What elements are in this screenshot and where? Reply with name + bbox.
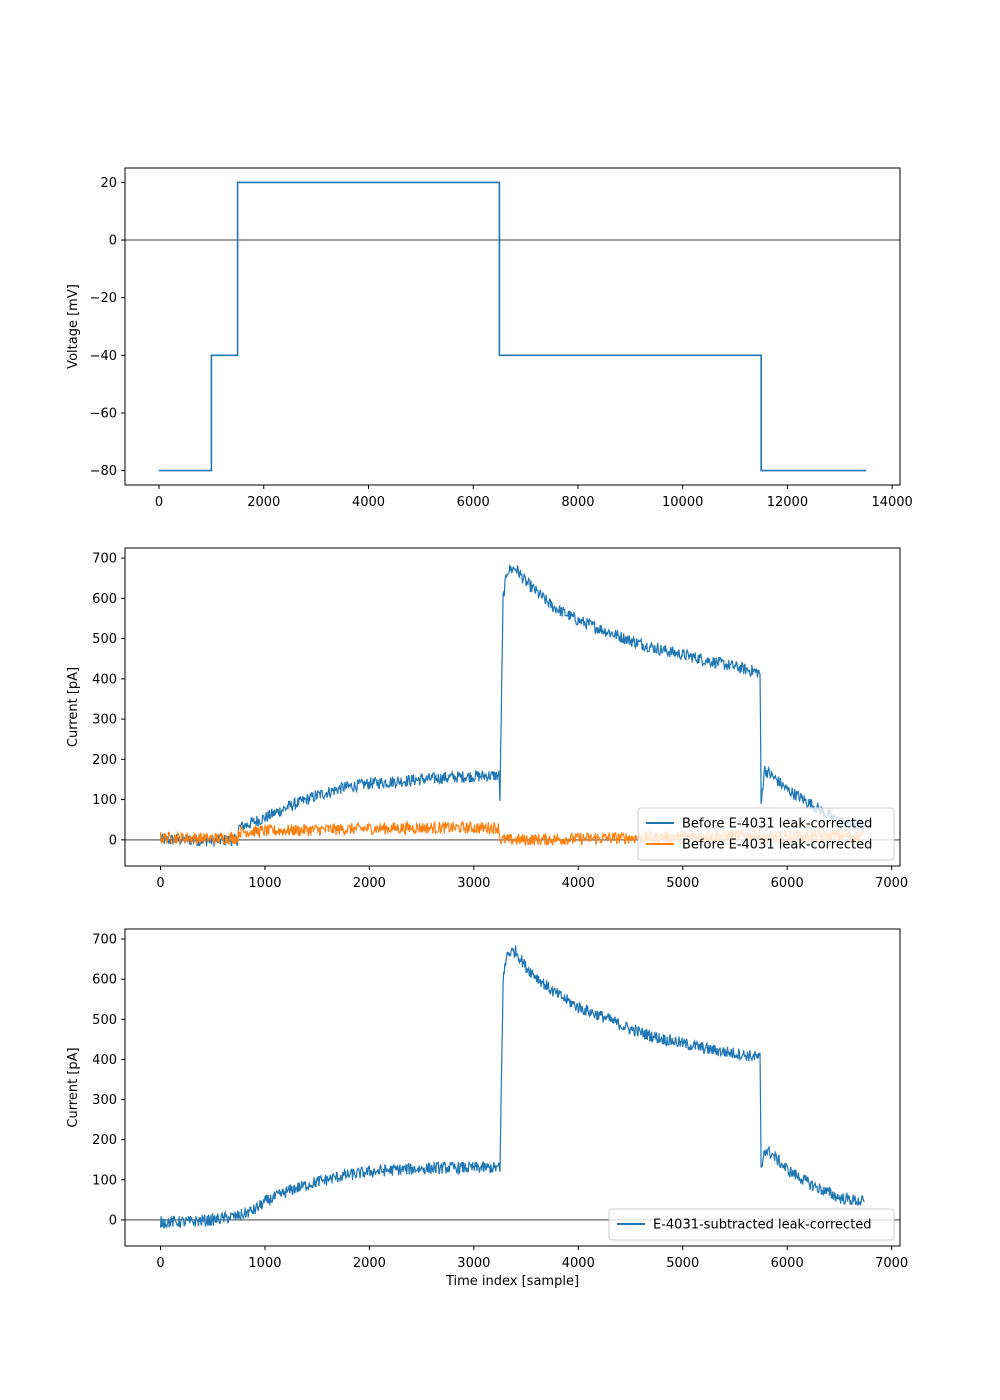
y-tick-label: 700 xyxy=(92,933,117,948)
current-subtracted-panel: 0 1000 2000 3000 4000 5000 6000 7000 0 100 200 300 4… xyxy=(66,928,908,1289)
y-tick-label: 0 xyxy=(109,234,117,249)
legend-box xyxy=(637,807,895,861)
voltage-panel: 0 2000 4000 6000 8000 10000 12000 14000 −80 −60 −4… xyxy=(66,167,913,510)
y-tick-label: 500 xyxy=(92,1013,117,1028)
series-line-0 xyxy=(159,564,866,847)
y-tick-label: 200 xyxy=(92,1133,117,1148)
y-tick-label: 0 xyxy=(109,833,117,848)
x-tick-label: 12000 xyxy=(767,495,808,510)
y-tick-label: 20 xyxy=(100,176,117,191)
x-tick-label: 7000 xyxy=(875,876,908,891)
y-tick-label: 300 xyxy=(92,1093,117,1108)
x-tick-label: 0 xyxy=(156,1256,164,1271)
y-axis-label: Voltage [mV] xyxy=(66,284,81,369)
x-tick-label: 3000 xyxy=(457,1256,490,1271)
y-tick-label: 100 xyxy=(92,1173,117,1188)
y-tick-label: 100 xyxy=(92,793,117,808)
x-tick-label: 4000 xyxy=(352,495,385,510)
y-tick-label: 600 xyxy=(92,973,117,988)
y-tick-label: 400 xyxy=(92,672,117,687)
series-line-0 xyxy=(159,945,865,1230)
y-tick-label: −20 xyxy=(90,291,117,306)
axes-frame xyxy=(124,928,901,1247)
y-tick-label: 500 xyxy=(92,632,117,647)
x-tick-label: 4000 xyxy=(562,876,595,891)
x-tick-label: 0 xyxy=(155,495,163,510)
x-tick-label: 6000 xyxy=(771,876,804,891)
x-axis-label: Time index [sample] xyxy=(445,1274,579,1289)
x-tick-label: 1000 xyxy=(248,1256,281,1271)
x-tick-label: 6000 xyxy=(771,1256,804,1271)
current-before-panel: 0 1000 2000 3000 4000 5000 6000 7000 0 100 200 300 4… xyxy=(66,547,908,891)
y-tick-label: 200 xyxy=(92,753,117,768)
x-tick-label: 10000 xyxy=(662,495,703,510)
x-tick-label: 4000 xyxy=(562,1256,595,1271)
x-tick-label: 14000 xyxy=(871,495,912,510)
legend-label: Before E-4031 leak-corrected xyxy=(682,838,872,853)
x-tick-label: 7000 xyxy=(875,1256,908,1271)
y-tick-label: 400 xyxy=(92,1053,117,1068)
y-tick-label: −40 xyxy=(90,349,117,364)
x-tick-label: 1000 xyxy=(248,876,281,891)
x-tick-label: 3000 xyxy=(457,876,490,891)
x-tick-label: 2000 xyxy=(353,1256,386,1271)
x-tick-label: 5000 xyxy=(666,876,699,891)
x-tick-label: 0 xyxy=(156,876,164,891)
y-tick-label: 700 xyxy=(92,552,117,567)
legend-label: E-4031-subtracted leak-corrected xyxy=(653,1218,872,1233)
x-tick-label: 6000 xyxy=(457,495,490,510)
x-tick-label: 5000 xyxy=(666,1256,699,1271)
y-tick-label: −60 xyxy=(90,406,117,421)
legend-label: Before E-4031 leak-corrected xyxy=(682,817,872,832)
y-tick-label: 600 xyxy=(92,592,117,607)
x-tick-label: 2000 xyxy=(247,495,280,510)
series-line-0 xyxy=(159,181,866,472)
x-tick-label: 2000 xyxy=(353,876,386,891)
y-axis-label: Current [pA] xyxy=(66,1047,81,1127)
y-tick-label: 0 xyxy=(109,1213,117,1228)
y-tick-label: 300 xyxy=(92,713,117,728)
legend-box xyxy=(608,1208,895,1241)
x-tick-label: 8000 xyxy=(561,495,594,510)
axes-frame xyxy=(124,547,901,867)
y-axis-label: Current [pA] xyxy=(66,667,81,747)
y-tick-label: −80 xyxy=(90,464,117,479)
axes-frame xyxy=(124,167,901,486)
